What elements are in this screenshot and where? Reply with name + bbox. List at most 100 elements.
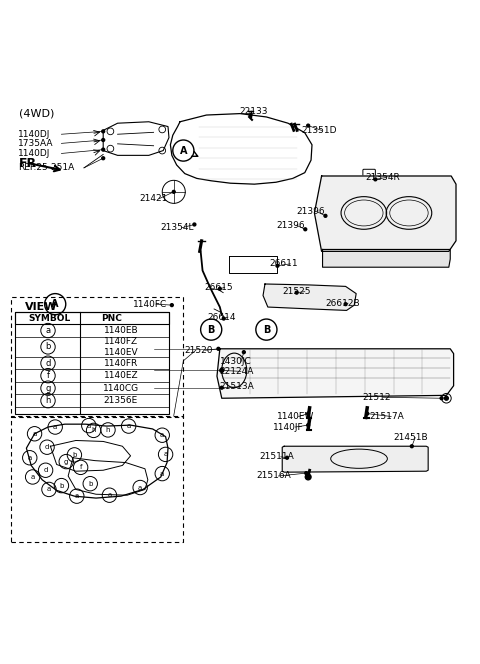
Text: 21351D: 21351D xyxy=(301,126,337,135)
Text: SYMBOL: SYMBOL xyxy=(29,313,71,323)
Circle shape xyxy=(286,456,288,459)
Circle shape xyxy=(366,412,369,415)
Text: 26615: 26615 xyxy=(204,283,233,292)
Text: 26614: 26614 xyxy=(207,313,236,321)
Text: 21525: 21525 xyxy=(282,287,311,296)
Text: a: a xyxy=(53,424,57,430)
Circle shape xyxy=(172,191,175,193)
Circle shape xyxy=(220,369,224,373)
Text: VIEW: VIEW xyxy=(25,302,58,312)
Circle shape xyxy=(344,303,347,305)
Bar xyxy=(15,312,169,414)
Text: 1140FZ
1140EV: 1140FZ 1140EV xyxy=(104,337,138,357)
Text: 1140FC: 1140FC xyxy=(133,299,168,309)
Text: a: a xyxy=(28,455,32,461)
Text: 22133: 22133 xyxy=(239,107,267,116)
Text: 21511A: 21511A xyxy=(259,452,294,461)
Text: 21354R: 21354R xyxy=(366,173,400,182)
Circle shape xyxy=(440,397,443,400)
Polygon shape xyxy=(323,250,450,267)
Text: 1140CG: 1140CG xyxy=(103,384,139,392)
Text: g: g xyxy=(64,459,69,465)
Text: a: a xyxy=(46,326,50,335)
Text: A: A xyxy=(51,299,59,309)
Circle shape xyxy=(304,228,307,230)
Text: 21513A: 21513A xyxy=(220,382,254,391)
Text: a: a xyxy=(127,423,131,429)
Text: b: b xyxy=(59,483,64,489)
Circle shape xyxy=(242,351,245,354)
Text: a: a xyxy=(138,485,142,491)
Text: 22124A: 22124A xyxy=(220,367,254,376)
Text: a: a xyxy=(47,487,51,493)
Text: 1140EZ: 1140EZ xyxy=(104,371,138,380)
Circle shape xyxy=(276,264,279,267)
Text: 21421: 21421 xyxy=(139,194,168,203)
Text: B: B xyxy=(263,325,270,335)
Text: f: f xyxy=(79,464,82,470)
Text: A: A xyxy=(180,145,187,155)
Circle shape xyxy=(249,114,252,116)
Text: (4WD): (4WD) xyxy=(19,109,55,119)
Circle shape xyxy=(222,317,225,320)
Circle shape xyxy=(220,386,223,389)
Text: b: b xyxy=(72,452,77,458)
Polygon shape xyxy=(263,284,356,310)
Polygon shape xyxy=(314,176,456,252)
Text: 1140DJ: 1140DJ xyxy=(18,149,50,158)
Text: 21517A: 21517A xyxy=(370,412,404,421)
Text: h: h xyxy=(106,427,110,433)
Text: 26612B: 26612B xyxy=(325,299,360,307)
Text: B: B xyxy=(207,325,215,335)
Circle shape xyxy=(295,291,298,294)
Text: 1735AA: 1735AA xyxy=(18,139,54,148)
Text: a: a xyxy=(75,493,79,499)
Circle shape xyxy=(218,288,221,290)
Text: b: b xyxy=(45,343,51,351)
Circle shape xyxy=(102,157,105,159)
Text: 21396: 21396 xyxy=(276,221,305,230)
Text: h: h xyxy=(91,428,96,434)
Circle shape xyxy=(102,130,105,133)
Text: a: a xyxy=(33,431,36,437)
Text: 21451B: 21451B xyxy=(394,433,428,442)
Circle shape xyxy=(444,396,448,400)
Text: a: a xyxy=(160,432,164,438)
Circle shape xyxy=(305,471,308,475)
Text: 1140DJ: 1140DJ xyxy=(18,129,50,139)
Text: 1140JF: 1140JF xyxy=(273,422,303,432)
Text: f: f xyxy=(47,371,49,380)
Text: 21356E: 21356E xyxy=(104,396,138,405)
Circle shape xyxy=(102,148,105,151)
Text: 1140FR: 1140FR xyxy=(104,359,138,368)
Text: a: a xyxy=(108,492,111,498)
Circle shape xyxy=(374,178,377,181)
Polygon shape xyxy=(282,446,428,472)
Text: REF.25-251A: REF.25-251A xyxy=(18,163,74,173)
Text: 21512: 21512 xyxy=(362,393,391,402)
Text: 1140EB: 1140EB xyxy=(104,326,138,335)
Text: 1430JC: 1430JC xyxy=(220,357,252,367)
Circle shape xyxy=(307,124,310,127)
Text: a: a xyxy=(164,452,168,457)
Text: PNC: PNC xyxy=(101,313,122,323)
Circle shape xyxy=(307,424,310,426)
Circle shape xyxy=(307,412,310,415)
Circle shape xyxy=(217,347,220,350)
Text: FR: FR xyxy=(19,157,37,169)
Bar xyxy=(15,312,169,324)
Circle shape xyxy=(102,139,105,141)
Circle shape xyxy=(305,474,311,480)
Text: 1140EW: 1140EW xyxy=(277,412,315,421)
Text: a: a xyxy=(160,471,164,477)
Circle shape xyxy=(193,223,196,226)
Text: 21516A: 21516A xyxy=(257,471,291,481)
Text: 21520: 21520 xyxy=(185,346,213,355)
Text: 26611: 26611 xyxy=(270,260,299,268)
Text: b: b xyxy=(88,481,93,487)
Circle shape xyxy=(324,214,327,217)
Text: d: d xyxy=(45,444,49,450)
Text: a: a xyxy=(31,474,35,480)
Polygon shape xyxy=(217,349,454,398)
Text: h: h xyxy=(45,396,51,405)
